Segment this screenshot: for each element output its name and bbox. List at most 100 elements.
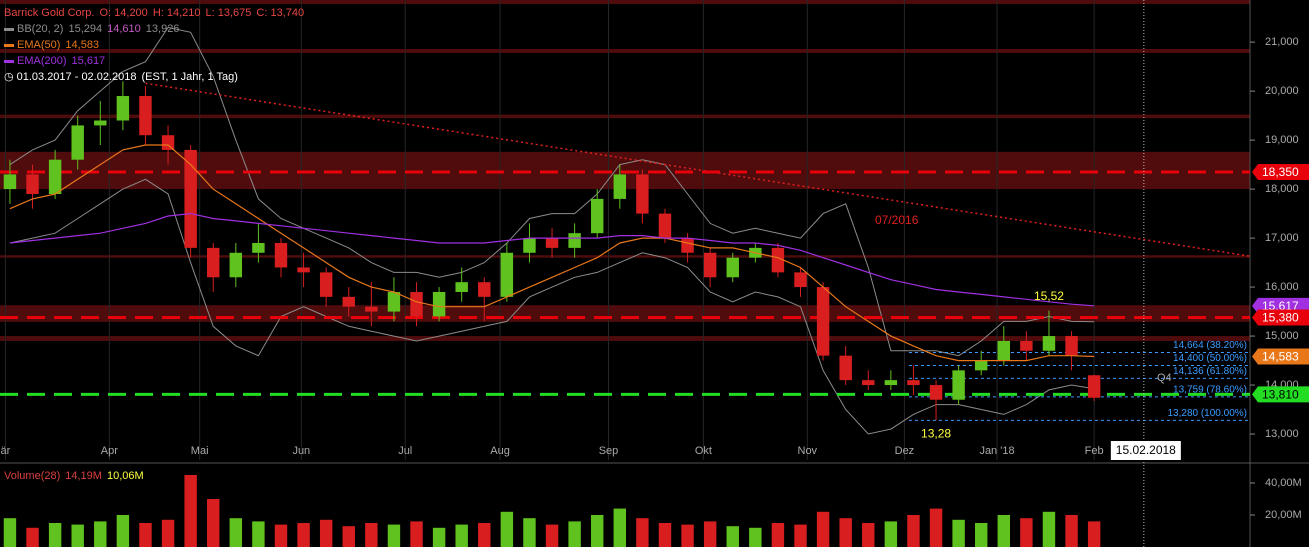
price-tag-label: 13,810: [1262, 388, 1299, 402]
trendline: [145, 82, 1251, 257]
volume-bar: [1042, 511, 1056, 547]
volume-bar: [342, 526, 355, 547]
volume-bar: [974, 522, 988, 547]
volume-bar: [591, 514, 604, 547]
volume-bar: [1087, 521, 1101, 547]
x-tick-label: Jul: [398, 445, 412, 457]
volume-bar: [997, 514, 1011, 547]
ema-line: [9, 212, 1095, 307]
volume-bar: [410, 521, 423, 547]
zone: [0, 255, 1250, 258]
legend-value: 14,19M: [65, 470, 102, 482]
volume-bar: [365, 522, 378, 547]
candle-body: [523, 238, 536, 253]
candle-body: [1042, 336, 1056, 351]
volume-bar: [161, 519, 175, 547]
volume-bar: [48, 522, 62, 547]
annotation: 13,28: [921, 426, 951, 440]
legend-swatch: [4, 43, 14, 47]
x-tick-label: Okt: [695, 445, 712, 457]
candle-body: [274, 242, 288, 268]
note: Q4: [1157, 372, 1172, 384]
candle-body: [636, 174, 649, 214]
candle-body: [703, 252, 717, 278]
x-tick-label: är: [1, 445, 11, 457]
candle-body: [297, 267, 310, 273]
volume-bar: [229, 518, 243, 547]
volume-bar: [297, 522, 310, 547]
candle-body: [568, 233, 581, 248]
candle-body: [500, 252, 514, 297]
legend: Barrick Gold Corp. O: 14,200 H: 14,210 L: 1…: [4, 5, 309, 85]
volume-bar: [71, 524, 84, 547]
ema-row: EMA(200) 15,617: [4, 53, 309, 69]
clock-icon: ◷: [4, 71, 14, 83]
volume-bar: [568, 521, 581, 547]
legend-value: 15,294: [68, 23, 103, 35]
ohlc: L: 13,675: [205, 7, 252, 19]
candle-body: [207, 247, 220, 278]
price-tag-label: 18,350: [1262, 165, 1299, 179]
cursor-box: [1110, 441, 1181, 460]
range-row: ◷ 01.03.2017 - 02.02.2018 (EST, 1 Jahr, 1 …: [4, 69, 309, 85]
legend-value: 14,583: [65, 39, 100, 51]
candle-body: [319, 272, 333, 297]
candle-body: [365, 306, 378, 312]
volume-bar: [455, 524, 468, 547]
legend-name: EMA(200): [17, 55, 67, 67]
volume-title: Volume(28): [4, 470, 61, 482]
candle-body: [26, 174, 39, 194]
legend-swatch: [4, 59, 14, 63]
candle-body: [591, 198, 604, 234]
price-tag: [1252, 386, 1309, 403]
y-tick-label: 18,000: [1265, 183, 1299, 195]
volume-bar: [613, 508, 627, 547]
fib-label: 13,280 (100.00%): [1167, 408, 1247, 419]
price-tag-label: 14,583: [1262, 350, 1299, 364]
fib-label: 13,759 (78.60%): [1173, 384, 1247, 395]
legend-value: 10,06M: [106, 470, 144, 482]
fib-label: 14,136 (61.80%): [1173, 366, 1247, 377]
candle-body: [929, 385, 943, 400]
y-tick-label: 16,000: [1265, 281, 1299, 293]
volume-bar: [907, 514, 920, 547]
x-tick-label: Aug: [490, 445, 510, 457]
bollinger-band: [9, 26, 1095, 357]
legend-name: BB(20, 2): [17, 23, 64, 35]
candle-body: [545, 238, 559, 248]
volume-bar: [116, 514, 130, 547]
candle-body: [1065, 336, 1078, 356]
x-tick-label: Feb: [1085, 445, 1104, 457]
volume-bar: [658, 522, 672, 547]
zone: [0, 336, 1250, 341]
candle-body: [387, 291, 401, 312]
volume-bar: [636, 518, 649, 547]
volume-bar: [816, 511, 830, 547]
y-tick-label: 40,00M: [1265, 477, 1302, 489]
volume-bar: [1020, 518, 1033, 547]
x-tick-label: Dez: [895, 445, 915, 457]
volume-bar: [26, 527, 39, 547]
candle-body: [229, 252, 243, 278]
volume-bar: [478, 522, 491, 547]
volume-bar: [726, 526, 739, 547]
volume-bar: [1065, 514, 1078, 547]
ohlc: H: 14,210: [152, 7, 201, 19]
legend-name: EMA(50): [17, 39, 61, 51]
volume-bar: [749, 527, 762, 547]
volume-bar: [139, 522, 152, 547]
zone: [0, 48, 1250, 53]
zone: [0, 114, 1250, 119]
volume-bar: [929, 508, 943, 547]
volume-legend: Volume(28) 14,19M 10,06M: [4, 468, 149, 484]
ema-line: [9, 144, 1095, 362]
y-tick-label: 20,00M: [1265, 509, 1302, 521]
cursor-label: 15.02.2018: [1116, 443, 1176, 457]
volume-bar: [387, 524, 401, 547]
volume-bar: [500, 511, 514, 547]
candle-body: [432, 291, 446, 317]
volume-bar: [839, 518, 852, 547]
volume-bar: [771, 522, 785, 547]
chart-title: Barrick Gold Corp.: [4, 7, 95, 19]
y-tick-label: 15,000: [1265, 330, 1299, 342]
